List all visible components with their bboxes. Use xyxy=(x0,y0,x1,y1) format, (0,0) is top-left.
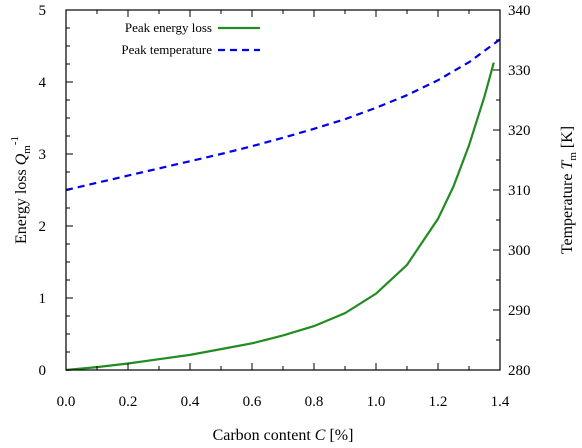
legend-label-temperature: Peak temperature xyxy=(121,42,212,57)
x-tick-label: 1.2 xyxy=(429,394,448,410)
y-tick-label: 0 xyxy=(39,363,47,379)
y-ticks: 0 1 2 3 4 5 xyxy=(39,3,73,379)
x-axis-title: Carbon content C [%] xyxy=(213,427,354,444)
x-tick-label: 0.0 xyxy=(57,394,76,410)
plot-frame xyxy=(65,9,501,371)
y2-tick-label: 300 xyxy=(508,243,531,259)
y2-tick-label: 330 xyxy=(508,63,531,79)
legend: Peak energy loss Peak temperature xyxy=(121,20,260,57)
y2-tick-label: 310 xyxy=(508,183,531,199)
x-tick-label: 0.8 xyxy=(305,394,324,410)
x-tick-label: 0.6 xyxy=(243,394,262,410)
x-tick-label: 1.4 xyxy=(491,394,510,410)
y2-tick-label: 340 xyxy=(508,3,531,19)
y2-tick-label: 290 xyxy=(508,303,531,319)
legend-label-energy-loss: Peak energy loss xyxy=(125,20,212,35)
x-ticks: 0.0 0.2 0.4 0.6 0.8 1.0 1.2 1.4 xyxy=(57,10,510,410)
y-tick-label: 4 xyxy=(39,75,47,91)
y2-axis-title: Temperature Tm [K] xyxy=(559,126,579,254)
series-line-temperature xyxy=(65,38,501,192)
x-tick-label: 1.0 xyxy=(367,394,386,410)
y-tick-label: 2 xyxy=(39,219,47,235)
y2-tick-label: 280 xyxy=(508,363,531,379)
y-tick-label: 3 xyxy=(39,147,47,163)
y-tick-label: 1 xyxy=(39,291,47,307)
y2-tick-label: 320 xyxy=(508,123,531,139)
x-tick-label: 0.4 xyxy=(181,394,200,410)
x-tick-label: 0.2 xyxy=(119,394,138,410)
chart-marks xyxy=(65,38,501,372)
y2-ticks: 280 290 300 310 320 330 340 xyxy=(493,3,531,379)
series-line-energy-loss xyxy=(65,62,495,372)
y-tick-label: 5 xyxy=(39,3,47,19)
y-axis-title: Energy loss Qm-1 xyxy=(9,136,33,244)
